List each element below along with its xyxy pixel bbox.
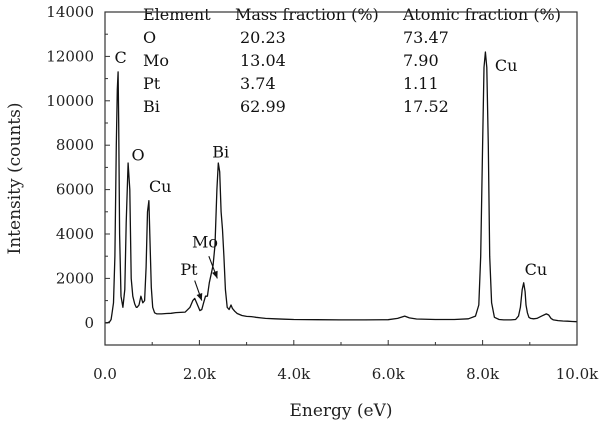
table-cell: Mo xyxy=(143,51,169,70)
table-cell: 62.99 xyxy=(240,97,286,116)
x-tick-label: 0.0 xyxy=(93,365,117,383)
peak-label: Bi xyxy=(212,142,229,161)
peak-label: Cu xyxy=(525,260,548,279)
y-tick-label: 0 xyxy=(84,314,94,332)
table-cell: 13.04 xyxy=(240,51,286,70)
y-tick-label: 6000 xyxy=(56,181,94,199)
y-tick-label: 14000 xyxy=(46,3,94,21)
tick-labels: 0.0 2.0k 4.0k 6.0k 8.0k 10.0k 0 2000 4000 6000 800… xyxy=(46,3,599,383)
x-tick-label: 4.0k xyxy=(277,365,311,383)
table-cell: 17.52 xyxy=(403,97,449,116)
x-axis-title: Energy (eV) xyxy=(289,401,392,421)
y-axis-title: Intensity (counts) xyxy=(5,103,25,255)
table-cell: 1.11 xyxy=(403,74,439,93)
y-tick-label: 2000 xyxy=(56,269,94,287)
table-cell: Bi xyxy=(143,97,160,116)
table-cell: 7.90 xyxy=(403,51,439,70)
table-header-cell: Mass fraction (%) xyxy=(235,5,379,24)
peak-label: C xyxy=(114,48,126,67)
plot-frame xyxy=(104,11,578,346)
arrow-head xyxy=(196,293,203,301)
table-cell: O xyxy=(143,28,156,47)
y-tick-label: 4000 xyxy=(56,225,94,243)
table-cell: 20.23 xyxy=(240,28,286,47)
table-cell: Pt xyxy=(143,74,161,93)
peak-annotations: C O Cu Pt Mo Bi Cu Cu xyxy=(114,48,547,279)
peak-label: Cu xyxy=(149,177,172,196)
table-header-cell: Element xyxy=(143,5,211,24)
peak-label: Pt xyxy=(180,260,198,279)
spectrum-series-line xyxy=(105,51,578,324)
x-tick-label: 2.0k xyxy=(183,365,217,383)
y-tick-label: 8000 xyxy=(56,136,94,154)
composition-table: Element Mass fraction (%) Atomic fraction … xyxy=(143,5,561,116)
y-tick-label: 12000 xyxy=(46,47,94,65)
table-cell: 73.47 xyxy=(403,28,449,47)
x-tick-label: 10.0k xyxy=(556,365,599,383)
x-tick-label: 6.0k xyxy=(372,365,406,383)
peak-arrows xyxy=(194,256,218,301)
table-cell: 3.74 xyxy=(240,74,276,93)
arrow-head xyxy=(212,270,218,279)
peak-label: Cu xyxy=(495,56,518,75)
peak-label: O xyxy=(131,146,144,165)
x-tick-label: 8.0k xyxy=(466,365,500,383)
peak-label: Mo xyxy=(192,232,218,251)
table-header-cell: Atomic fraction (%) xyxy=(402,5,561,24)
y-tick-label: 10000 xyxy=(46,92,94,110)
